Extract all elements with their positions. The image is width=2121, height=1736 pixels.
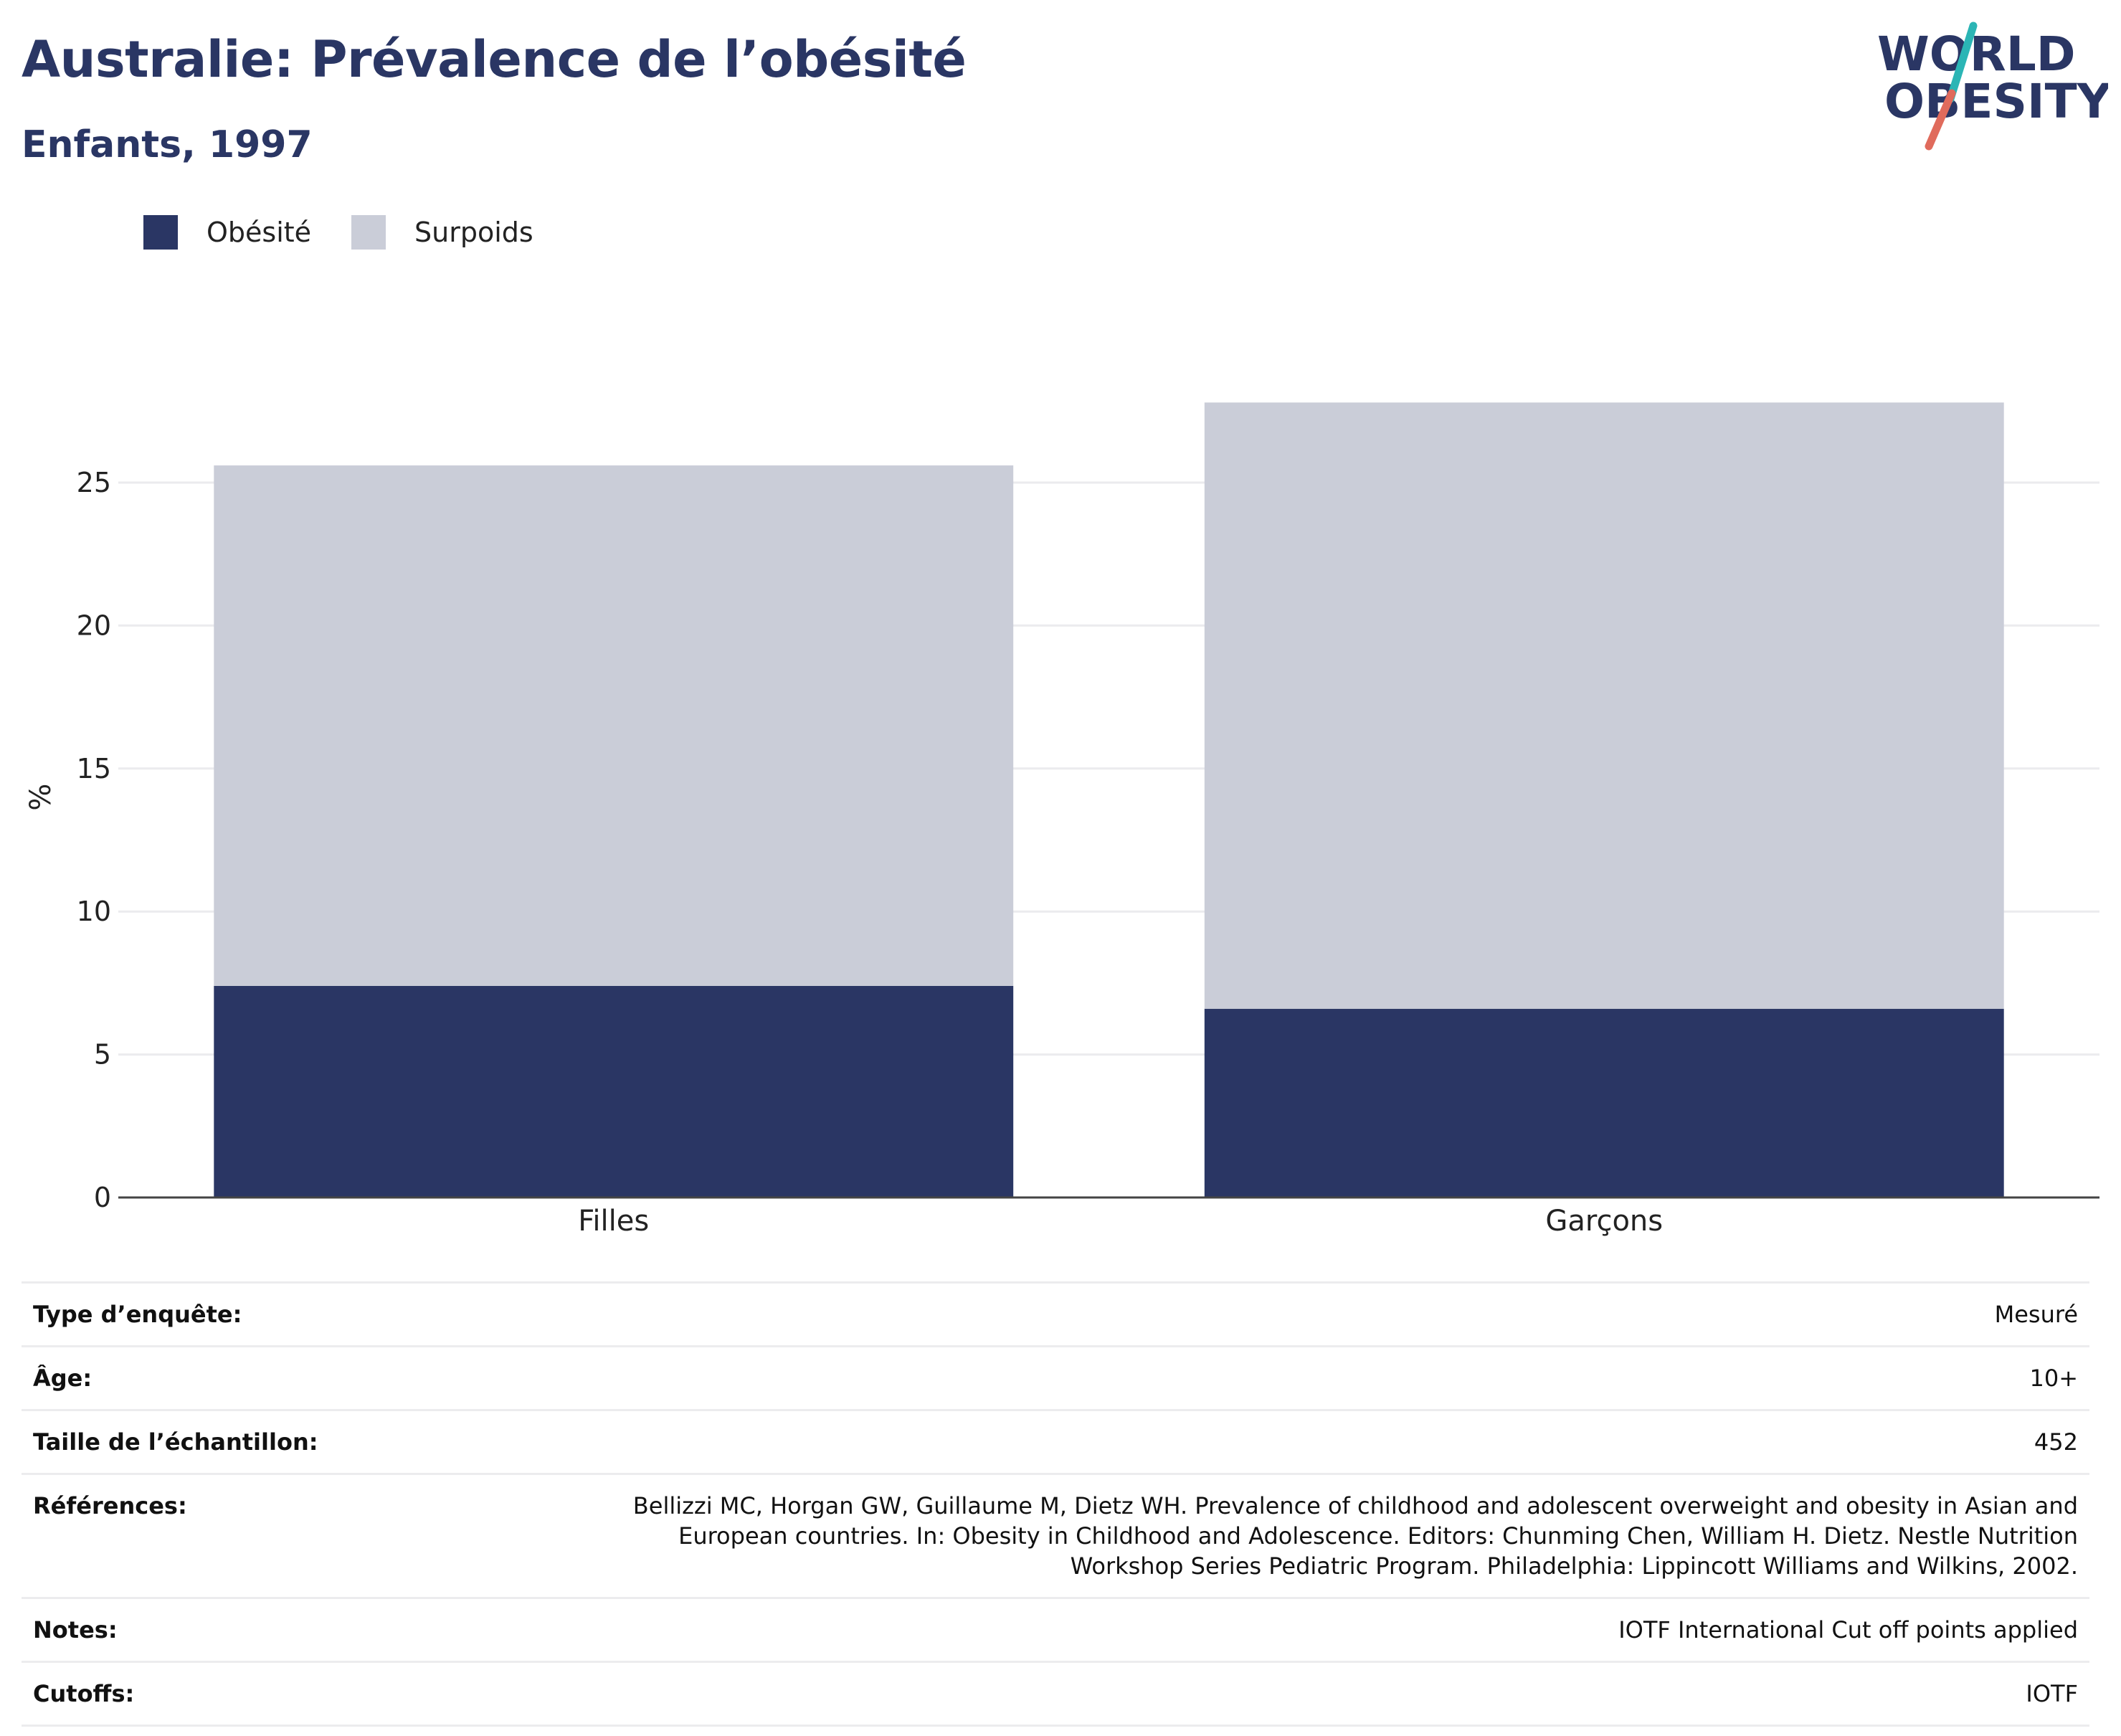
details-key: Cutoffs:: [33, 1680, 135, 1707]
y-tick-label: 15: [77, 753, 111, 784]
details-row: Type d’enquête: Mesuré: [22, 1281, 2089, 1345]
details-key: Âge:: [33, 1365, 92, 1392]
chart-legend: Obésité Surpoids: [143, 212, 574, 252]
y-tick-label: 25: [77, 467, 111, 498]
bar-surpoids-1: [1204, 402, 2004, 1009]
y-axis-label: %: [24, 784, 57, 811]
details-value: Bellizzi MC, Horgan GW, Guillaume M, Die…: [632, 1492, 2078, 1580]
x-tick-label: Garçons: [1545, 1205, 1663, 1238]
legend-label-obesite: Obésité: [207, 217, 312, 248]
y-tick-label: 10: [77, 896, 111, 927]
details-value: 452: [2034, 1428, 2078, 1456]
legend-swatch-obesite: [143, 215, 178, 250]
bar-surpoids-0: [214, 465, 1014, 986]
details-row: Références: Bellizzi MC, Horgan GW, Guill…: [22, 1473, 2089, 1597]
logo-line-1: WORLD: [1877, 27, 2076, 82]
details-key: Références:: [33, 1492, 187, 1519]
details-key: Notes:: [33, 1616, 118, 1643]
y-tick-label: 20: [77, 610, 111, 641]
x-tick-label: Filles: [578, 1205, 649, 1238]
legend-swatch-surpoids: [351, 215, 386, 250]
legend-item-obesite: Obésité: [143, 215, 311, 250]
details-value: 10+: [2029, 1365, 2078, 1392]
chart-subtitle: Enfants, 1997: [22, 123, 313, 166]
details-value: Mesuré: [1994, 1301, 2078, 1328]
survey-details-table: Type d’enquête: Mesuré Âge: 10+ Taille de l’…: [22, 1281, 2089, 1727]
legend-label-surpoids: Surpoids: [414, 217, 533, 248]
details-row: Notes: IOTF International Cut off points …: [22, 1597, 2089, 1661]
details-row: Âge: 10+: [22, 1345, 2089, 1409]
details-key: Type d’enquête:: [33, 1301, 242, 1328]
bar-obesite-1: [1204, 1008, 2004, 1197]
details-row: Taille de l’échantillon: 452: [22, 1409, 2089, 1473]
details-value: IOTF International Cut off points applie…: [1618, 1616, 2078, 1643]
chart-title: Australie: Prévalence de l’obésité: [22, 30, 967, 89]
y-tick-label: 5: [94, 1039, 111, 1071]
details-value: IOTF: [2026, 1680, 2078, 1707]
y-tick-label: 0: [94, 1182, 111, 1213]
details-row: Cutoffs: IOTF: [22, 1661, 2089, 1727]
bar-chart: 0 5 10 15 20 25% Filles Garçons: [24, 402, 2099, 1238]
logo-line-2: OBESITY: [1884, 74, 2108, 129]
details-key: Taille de l’échantillon:: [33, 1428, 318, 1456]
world-obesity-logo: WORLD OBESITY: [1877, 22, 2108, 151]
legend-item-surpoids: Surpoids: [351, 215, 533, 250]
bar-obesite-0: [214, 985, 1014, 1197]
